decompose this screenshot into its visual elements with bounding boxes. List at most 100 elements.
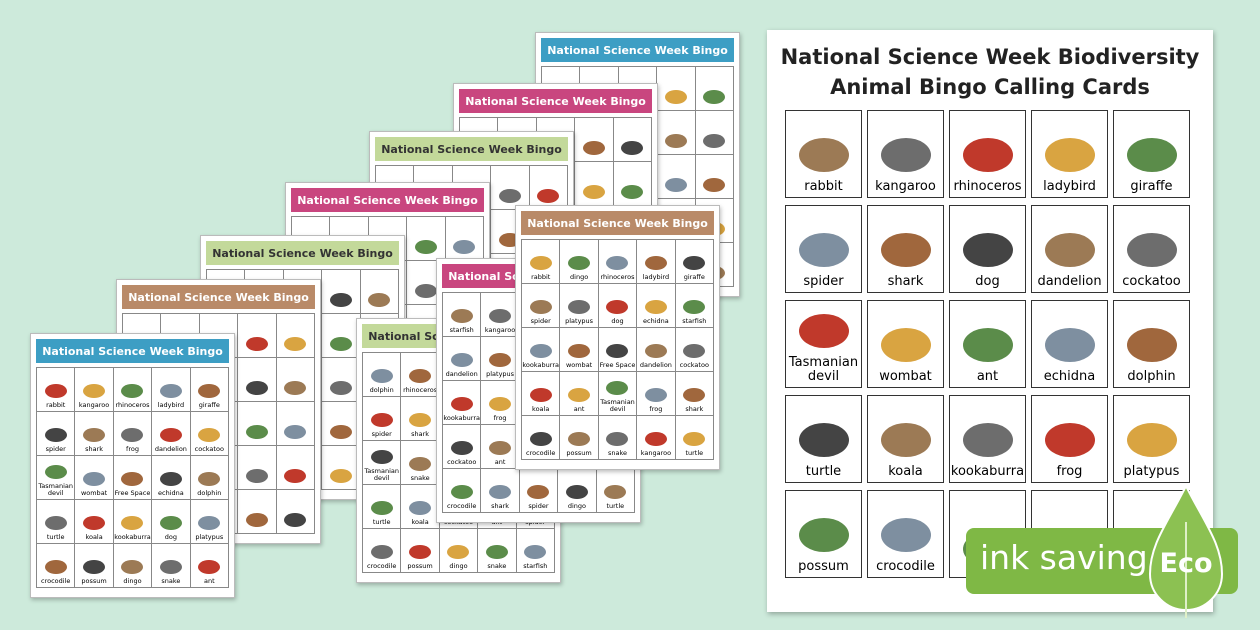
icon	[1126, 423, 1177, 457]
card-cell: wombat	[75, 456, 114, 500]
card-cell: dingo	[558, 469, 597, 513]
card-cell: starfish	[516, 529, 555, 573]
card-cell	[238, 490, 277, 534]
card-cell: rhinoceros	[598, 240, 638, 284]
cell-label: frog	[493, 414, 507, 422]
icon	[198, 384, 221, 398]
cell-label: echidna	[643, 317, 669, 325]
cell-label: ladybird	[157, 401, 185, 409]
icon	[1126, 328, 1177, 362]
card-cell	[238, 358, 277, 402]
icon	[370, 545, 393, 559]
card-cell: kangaroo	[75, 368, 114, 412]
cell-label: crocodile	[526, 449, 556, 457]
card-cell: spider	[37, 412, 76, 456]
cell-label: dingo	[123, 577, 142, 585]
card-label: shark	[887, 274, 924, 289]
calling-card: rabbit	[785, 110, 862, 198]
icon	[370, 413, 393, 427]
icon	[527, 485, 550, 499]
icon	[489, 353, 512, 367]
icon	[489, 441, 512, 455]
cell-label: koala	[411, 518, 429, 526]
card-cell: crocodile	[443, 469, 482, 513]
icon	[121, 428, 144, 442]
icon	[1044, 423, 1095, 457]
card-label: wombat	[879, 369, 932, 384]
card-title: National Science Week Bingo	[36, 339, 229, 363]
card-cell: giraffe	[675, 240, 714, 284]
calling-card: giraffe	[1113, 110, 1190, 198]
card-cell: turtle	[37, 500, 76, 544]
icon	[1044, 138, 1095, 172]
card-label: ladybird	[1043, 179, 1096, 194]
calling-card: turtle	[785, 395, 862, 483]
icon	[44, 516, 67, 530]
cell-label: dog	[164, 533, 177, 541]
icon	[529, 300, 552, 314]
icon	[245, 381, 268, 395]
card-label: spider	[803, 274, 844, 289]
card-cell	[322, 270, 361, 314]
icon	[44, 560, 67, 574]
icon	[83, 472, 106, 486]
icon	[683, 344, 706, 358]
icon	[524, 545, 547, 559]
cell-label: Tasmanian devil	[600, 398, 635, 413]
icon	[368, 293, 391, 307]
icon	[498, 189, 521, 203]
icon	[621, 141, 644, 155]
icon	[329, 293, 352, 307]
card-cell: snake	[401, 441, 440, 485]
icon	[606, 344, 629, 358]
card-label: ant	[976, 369, 999, 384]
icon	[644, 432, 667, 446]
icon	[606, 432, 629, 446]
card-label: possum	[798, 559, 849, 574]
cell-label: frog	[649, 405, 663, 413]
bingo-card: National Science Week Bingo rabbit kangaro…	[30, 333, 235, 598]
icon	[329, 469, 352, 483]
cell-label: turtle	[372, 518, 391, 526]
cell-label: ant	[573, 405, 585, 413]
card-cell: ant	[560, 372, 599, 416]
icon	[798, 233, 849, 267]
icon	[329, 337, 352, 351]
icon	[880, 328, 931, 362]
cell-label: kangaroo	[640, 449, 672, 457]
icon	[284, 337, 307, 351]
calling-card: crocodile	[867, 490, 944, 578]
card-cell	[322, 358, 361, 402]
cell-label: Tasmanian devil	[38, 482, 73, 497]
card-cell	[695, 155, 734, 199]
icon	[121, 384, 144, 398]
icon	[604, 485, 627, 499]
card-cell: crocodile	[37, 544, 76, 588]
icon	[450, 485, 473, 499]
icon	[370, 450, 393, 464]
card-cell	[529, 166, 568, 210]
card-cell: rhinoceros	[113, 368, 153, 412]
icon	[644, 256, 667, 270]
calling-card: ladybird	[1031, 110, 1108, 198]
icon	[245, 337, 268, 351]
icon	[159, 560, 182, 574]
icon	[450, 441, 473, 455]
card-cell: ladybird	[152, 368, 191, 412]
cell-label: starfish	[449, 326, 474, 334]
icon	[529, 256, 552, 270]
icon	[489, 309, 512, 323]
calling-card: possum	[785, 490, 862, 578]
card-cell: kookaburra	[113, 500, 153, 544]
icon	[529, 388, 552, 402]
card-cell	[657, 67, 696, 111]
calling-card: cockatoo	[1113, 205, 1190, 293]
icon	[565, 485, 588, 499]
icon	[409, 457, 432, 471]
icon	[121, 560, 144, 574]
cell-label: turtle	[685, 449, 704, 457]
calling-card: shark	[867, 205, 944, 293]
cell-label: crocodile	[447, 502, 477, 510]
card-cell: turtle	[596, 469, 635, 513]
card-cell	[276, 446, 315, 490]
